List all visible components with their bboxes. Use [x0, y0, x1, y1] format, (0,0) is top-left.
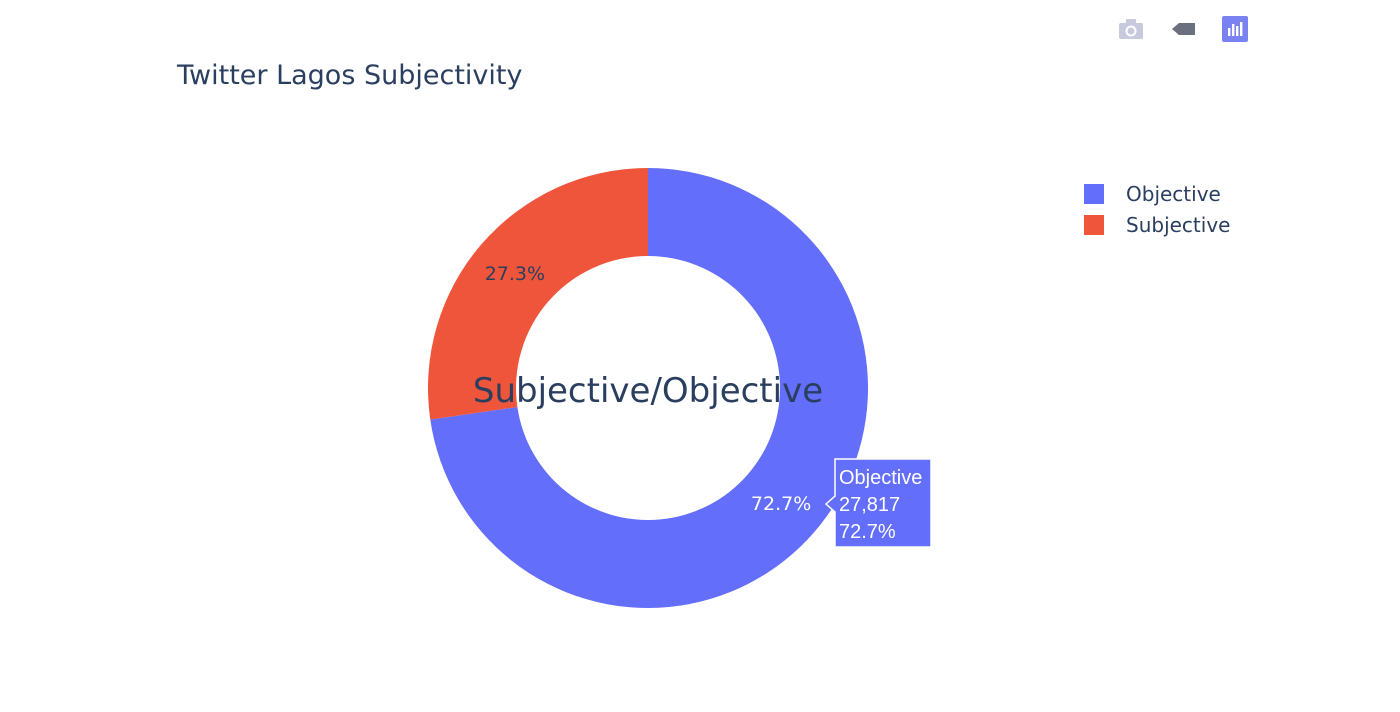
center-label: Subjective/Objective — [473, 371, 823, 411]
hover-percent: 72.7% — [839, 521, 896, 543]
slice-subjective[interactable] — [428, 168, 648, 420]
slice-label-subjective: 27.3% — [485, 263, 545, 285]
hover-value: 27,817 — [839, 494, 900, 516]
slice-objective[interactable] — [430, 168, 868, 608]
autoscale-icon[interactable] — [1168, 14, 1198, 44]
legend-swatch-objective — [1084, 183, 1104, 204]
camera-icon[interactable] — [1116, 14, 1146, 44]
legend-label-subjective: Subjective — [1126, 212, 1231, 237]
legend-label-objective: Objective — [1126, 181, 1221, 206]
legend-item-objective[interactable]: Objective — [1084, 178, 1230, 209]
slice-label-objective: 72.7% — [751, 493, 811, 515]
modebar — [1110, 8, 1260, 48]
hover-tooltip: Objective 27,817 72.7% — [824, 458, 932, 548]
legend: Objective Subjective — [1084, 178, 1230, 240]
plotly-logo-icon[interactable] — [1220, 14, 1250, 44]
chart-title: Twitter Lagos Subjectivity — [177, 60, 523, 91]
hover-label: Objective — [839, 467, 922, 489]
legend-item-subjective[interactable]: Subjective — [1084, 209, 1230, 240]
legend-swatch-subjective — [1084, 214, 1104, 235]
